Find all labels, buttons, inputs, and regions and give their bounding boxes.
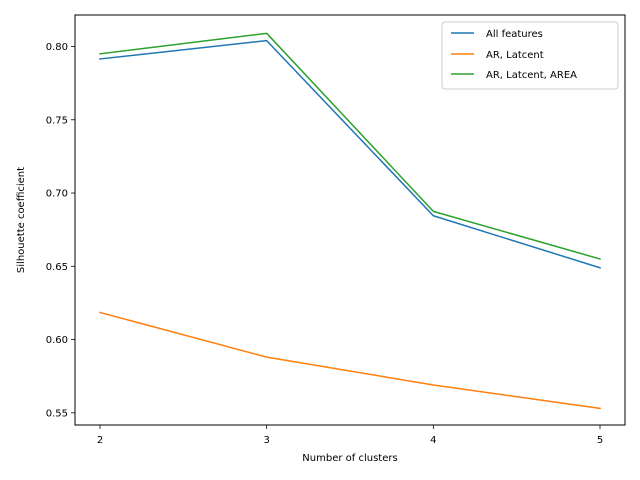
x-tick-label: 4 — [430, 435, 436, 446]
plot-frame — [74, 14, 626, 426]
y-tick-label: 0.65 — [46, 262, 68, 273]
y-tick-label: 0.60 — [46, 335, 68, 346]
series-layer — [99, 32, 601, 410]
x-tick-label: 5 — [597, 435, 603, 446]
series-line-all-features — [99, 39, 601, 269]
y-tick-label: 0.75 — [46, 115, 68, 126]
legend-label-ar-latcent-area: AR, Latcent, AREA — [486, 70, 577, 81]
y-tick-label: 0.80 — [46, 42, 68, 53]
x-tick-label: 2 — [97, 435, 103, 446]
series-line-ar-latcent-area — [99, 32, 601, 260]
x-axis-label: Number of clusters — [302, 453, 397, 464]
series-line-ar-latcent — [99, 311, 601, 410]
legend-box — [441, 21, 619, 90]
legend: All features AR, Latcent AR, Latcent, AR… — [441, 21, 619, 90]
legend-label-ar-latcent: AR, Latcent — [486, 50, 544, 61]
y-axis-label: Silhouette coefficient — [16, 167, 27, 273]
legend-label-all-features: All features — [486, 29, 543, 40]
y-tick-label: 0.70 — [46, 189, 68, 200]
ticks-layer: 2 3 4 5 0.55 0.60 0.65 0.70 0.75 0.80 — [46, 42, 603, 446]
y-tick-label: 0.55 — [46, 408, 68, 419]
x-tick-label: 3 — [263, 435, 269, 446]
